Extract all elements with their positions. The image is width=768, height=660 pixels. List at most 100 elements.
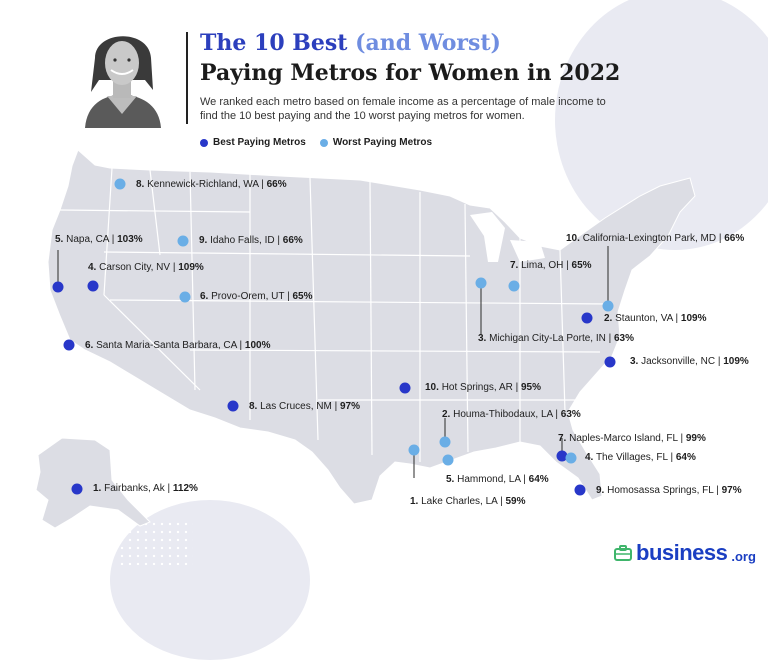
metro-rank: 10. bbox=[425, 382, 439, 393]
metro-name: Naples-Marco Island, FL bbox=[569, 433, 678, 444]
marker-michigan-city bbox=[475, 277, 487, 289]
us-map bbox=[35, 149, 696, 529]
marker-lima bbox=[508, 280, 520, 292]
metro-name: Lake Charles, LA bbox=[421, 496, 498, 507]
metro-name: Michigan City-La Porte, IN bbox=[489, 333, 606, 344]
metro-name: Jacksonville, NC bbox=[641, 356, 716, 367]
metro-value: 65% bbox=[292, 291, 313, 302]
metro-rank: 1. bbox=[410, 496, 419, 507]
great-lakes bbox=[470, 212, 545, 262]
metro-rank: 9. bbox=[199, 235, 208, 246]
metro-rank: 5. bbox=[55, 234, 64, 245]
metro-name: Idaho Falls, ID bbox=[210, 235, 275, 246]
legend-item-best: Best Paying Metros bbox=[200, 137, 306, 148]
briefcase-icon bbox=[614, 545, 632, 561]
metro-value: 112% bbox=[172, 483, 198, 494]
metro-value: 66% bbox=[266, 179, 287, 190]
metro-value: 103% bbox=[117, 234, 143, 245]
metro-value: 99% bbox=[685, 433, 706, 444]
brand-tld: .org bbox=[731, 548, 756, 564]
marker-fairbanks bbox=[71, 483, 83, 495]
metro-name: Las Cruces, NM bbox=[260, 401, 332, 412]
metro-value: 109% bbox=[723, 356, 749, 367]
metro-name: Staunton, VA bbox=[615, 313, 673, 324]
title-line-2: Paying Metros for Women in 2022 bbox=[200, 60, 621, 86]
metro-name: Fairbanks, Ak bbox=[104, 483, 165, 494]
metro-label-naples: 7. Naples-Marco Island, FL | 99% bbox=[558, 433, 706, 444]
metro-value: 63% bbox=[560, 409, 581, 420]
metro-rank: 6. bbox=[200, 291, 209, 302]
legend: Best Paying Metros Worst Paying Metros bbox=[200, 137, 432, 148]
marker-staunton bbox=[581, 312, 593, 324]
metro-name: Kennewick-Richland, WA bbox=[147, 179, 259, 190]
metro-label-homosassa: 9. Homosassa Springs, FL | 97% bbox=[596, 485, 742, 496]
marker-idaho-falls bbox=[177, 235, 189, 247]
metro-name: Hammond, LA bbox=[457, 474, 521, 485]
woman-portrait bbox=[85, 36, 161, 128]
metro-rank: 2. bbox=[604, 313, 613, 324]
metro-rank: 5. bbox=[446, 474, 455, 485]
metro-label-michigan-city: 3. Michigan City-La Porte, IN | 63% bbox=[478, 333, 635, 344]
metro-value: 95% bbox=[521, 382, 542, 393]
metro-name: Napa, CA bbox=[66, 234, 109, 245]
metro-rank: 7. bbox=[558, 433, 567, 444]
metro-value: 65% bbox=[571, 260, 592, 271]
metro-name: Provo-Orem, UT bbox=[211, 291, 285, 302]
marker-houma bbox=[439, 436, 451, 448]
metro-label-hot-springs: 10. Hot Springs, AR | 95% bbox=[425, 382, 542, 393]
metro-value: 97% bbox=[339, 401, 360, 412]
best-dot-icon bbox=[200, 138, 208, 147]
metro-rank: 4. bbox=[585, 452, 594, 463]
metro-name: California-Lexington Park, MD bbox=[582, 233, 717, 244]
metro-label-idaho-falls: 9. Idaho Falls, ID | 66% bbox=[199, 235, 303, 246]
marker-kennewick bbox=[114, 178, 126, 190]
metro-name: Hot Springs, AR bbox=[441, 382, 513, 393]
metro-name: Houma-Thibodaux, LA bbox=[453, 409, 553, 420]
metro-value: 66% bbox=[282, 235, 303, 246]
marker-carson-city bbox=[87, 280, 99, 292]
marker-santa-maria bbox=[63, 339, 75, 351]
metro-value: 66% bbox=[724, 233, 745, 244]
metro-value: 100% bbox=[244, 340, 271, 351]
marker-napa bbox=[52, 281, 64, 293]
metro-label-provo-orem: 6. Provo-Orem, UT | 65% bbox=[200, 291, 313, 302]
metro-label-the-villages: 4. The Villages, FL | 64% bbox=[585, 452, 696, 463]
header-divider bbox=[186, 32, 188, 124]
metro-label-staunton: 2. Staunton, VA | 109% bbox=[604, 313, 707, 324]
marker-provo-orem bbox=[179, 291, 191, 303]
metro-rank: 3. bbox=[478, 333, 487, 344]
metro-rank: 7. bbox=[510, 260, 519, 271]
title-and-worst: (and Worst) bbox=[355, 30, 501, 56]
marker-hot-springs bbox=[399, 382, 411, 394]
metro-name: The Villages, FL bbox=[595, 452, 668, 463]
metro-label-jacksonville: 3. Jacksonville, NC | 109% bbox=[630, 356, 749, 367]
dot-pattern-decoration bbox=[118, 520, 193, 565]
metro-label-lake-charles: 1. Lake Charles, LA | 59% bbox=[410, 496, 526, 507]
metro-value: 64% bbox=[528, 474, 549, 485]
metro-label-california-lexington: 10. California-Lexington Park, MD | 66% bbox=[566, 233, 745, 244]
metro-rank: 2. bbox=[442, 409, 451, 420]
legend-label: Worst Paying Metros bbox=[332, 137, 433, 148]
subtitle: We ranked each metro based on female inc… bbox=[200, 96, 606, 122]
metro-name: Carson City, NV bbox=[99, 262, 171, 273]
metro-rank: 1. bbox=[93, 483, 102, 494]
metro-value: 63% bbox=[614, 333, 635, 344]
metro-rank: 4. bbox=[88, 262, 97, 273]
marker-las-cruces bbox=[227, 400, 239, 412]
metro-name: Lima, OH bbox=[521, 260, 564, 271]
marker-jacksonville bbox=[604, 356, 616, 368]
legend-label: Best Paying Metros bbox=[213, 137, 306, 148]
metro-label-kennewick: 8. Kennewick-Richland, WA | 66% bbox=[136, 179, 287, 190]
state-boundaries bbox=[59, 167, 611, 462]
metro-rank: 3. bbox=[630, 356, 639, 367]
alaska-shape bbox=[35, 437, 151, 529]
metro-value: 59% bbox=[505, 496, 526, 507]
marker-hammond bbox=[442, 454, 454, 466]
metro-label-napa: 5. Napa, CA | 103% bbox=[55, 234, 143, 245]
metro-name: Santa Maria-Santa Barbara, CA bbox=[96, 340, 237, 351]
metro-label-las-cruces: 8. Las Cruces, NM | 97% bbox=[249, 401, 360, 412]
marker-the-villages bbox=[565, 452, 577, 464]
marker-homosassa bbox=[574, 484, 586, 496]
metro-label-fairbanks: 1. Fairbanks, Ak | 112% bbox=[93, 483, 198, 494]
metro-rank: 8. bbox=[249, 401, 258, 412]
